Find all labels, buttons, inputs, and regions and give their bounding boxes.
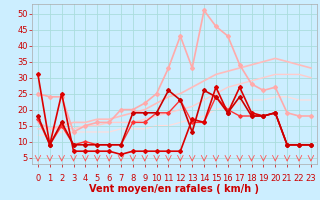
- X-axis label: Vent moyen/en rafales ( km/h ): Vent moyen/en rafales ( km/h ): [89, 184, 260, 194]
